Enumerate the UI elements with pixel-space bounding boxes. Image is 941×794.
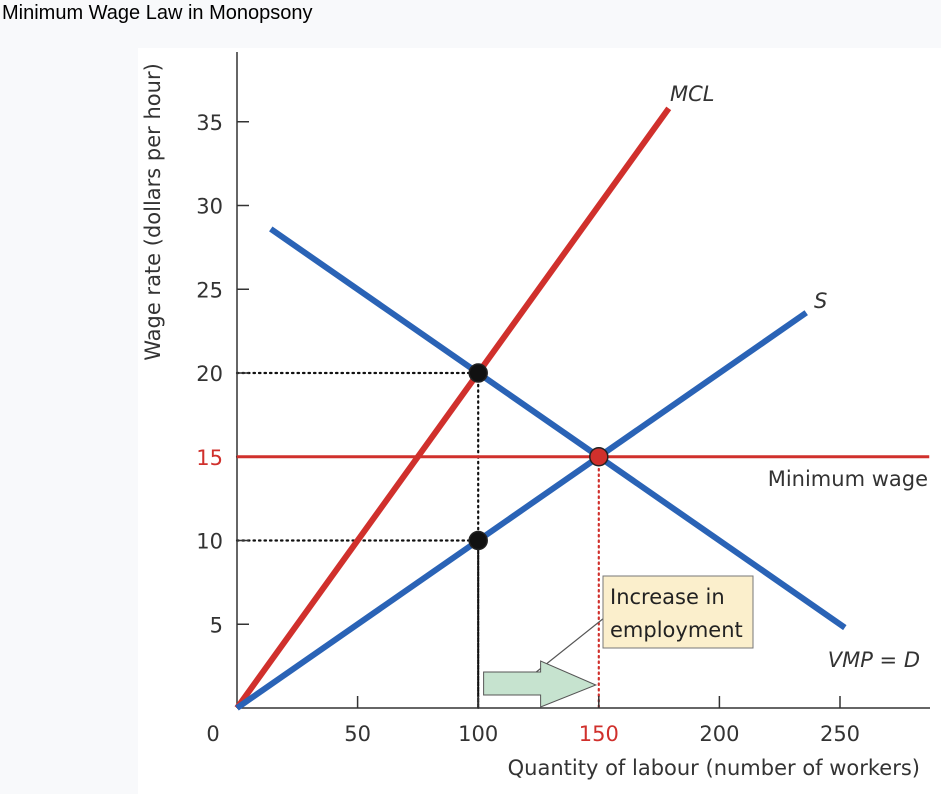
annotation-text: employment — [610, 618, 743, 642]
data-point — [468, 363, 488, 383]
x-tick-label: 150 — [579, 722, 619, 746]
y-tick-label: 20 — [196, 362, 223, 386]
x-tick-label: 200 — [699, 722, 739, 746]
series-label: MCL — [670, 82, 714, 106]
y-tick-label: 5 — [210, 613, 223, 637]
y-tick-label: 25 — [196, 278, 223, 302]
y-axis-label: Wage rate (dollars per hour) — [141, 63, 165, 361]
series-label: VMP = D — [828, 648, 920, 672]
x-tick-label: 0 — [206, 722, 219, 746]
increase-arrow — [483, 660, 598, 708]
y-tick-label: 10 — [196, 530, 223, 554]
y-tick-label: 15 — [196, 446, 223, 470]
data-point — [589, 447, 609, 467]
series-line-mcl — [234, 106, 672, 710]
x-tick-label: 50 — [344, 722, 371, 746]
data-point — [468, 530, 488, 551]
series-label: S — [814, 289, 827, 313]
y-tick-label: 35 — [196, 111, 223, 135]
annotation-text: Increase in — [610, 585, 725, 609]
y-tick-label: 30 — [196, 195, 223, 219]
series-label: Minimum wage — [768, 467, 928, 491]
x-axis-label: Quantity of labour (number of workers) — [508, 756, 920, 780]
page-title: Minimum Wage Law in Monopsony — [2, 2, 313, 24]
annotation-box — [602, 575, 754, 649]
series-line-vmp-d — [269, 226, 847, 631]
x-tick-label: 250 — [820, 722, 860, 746]
x-tick-label: 100 — [458, 722, 498, 746]
series-line-s — [235, 310, 808, 711]
